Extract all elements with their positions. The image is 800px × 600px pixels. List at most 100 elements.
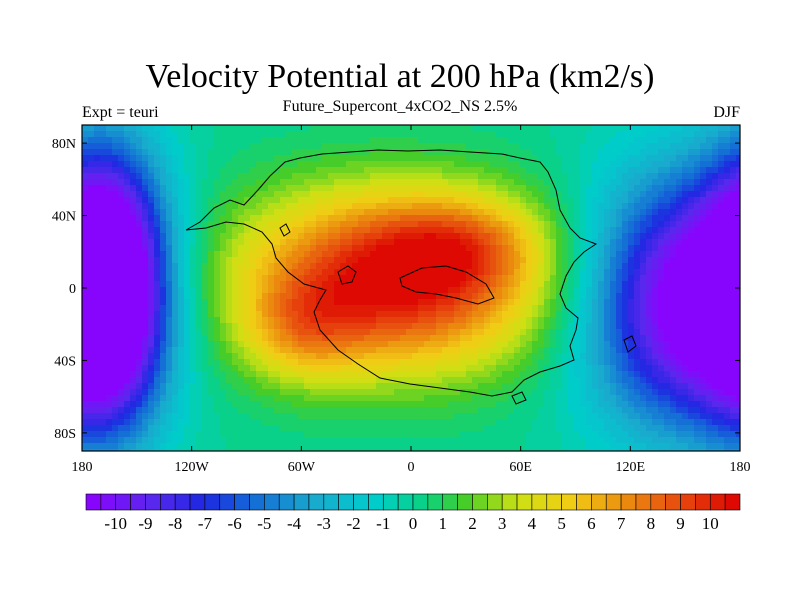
heatmap-cell xyxy=(316,209,323,216)
heatmap-cell xyxy=(322,365,329,372)
heatmap-cell xyxy=(310,239,317,246)
heatmap-cell xyxy=(340,329,347,336)
heatmap-cell xyxy=(580,209,587,216)
heatmap-cell xyxy=(142,215,149,222)
heatmap-cell xyxy=(688,359,695,366)
heatmap-cell xyxy=(508,149,515,156)
heatmap-cell xyxy=(730,383,737,390)
heatmap-cell xyxy=(490,275,497,282)
heatmap-cell xyxy=(490,383,497,390)
heatmap-cell xyxy=(334,275,341,282)
heatmap-cell xyxy=(94,299,101,306)
heatmap-cell xyxy=(340,245,347,252)
heatmap-cell xyxy=(196,371,203,378)
heatmap-cell xyxy=(550,173,557,180)
heatmap-cell xyxy=(214,287,221,294)
heatmap-cell xyxy=(460,149,467,156)
heatmap-cell xyxy=(682,173,689,180)
heatmap-cell xyxy=(202,155,209,162)
heatmap-cell xyxy=(682,371,689,378)
heatmap-cell xyxy=(142,251,149,258)
heatmap-cell xyxy=(256,197,263,204)
heatmap-cell xyxy=(130,395,137,402)
heatmap-cell xyxy=(130,185,137,192)
heatmap-cell xyxy=(436,245,443,252)
heatmap-cell xyxy=(292,257,299,264)
heatmap-cell xyxy=(478,389,485,396)
heatmap-cell xyxy=(712,335,719,342)
heatmap-cell xyxy=(190,395,197,402)
heatmap-cell xyxy=(154,383,161,390)
heatmap-cell xyxy=(490,185,497,192)
heatmap-cell xyxy=(484,131,491,138)
heatmap-cell xyxy=(544,179,551,186)
heatmap-cell xyxy=(232,185,239,192)
heatmap-cell xyxy=(466,371,473,378)
heatmap-cell xyxy=(280,353,287,360)
heatmap-cell xyxy=(250,359,257,366)
heatmap-cell xyxy=(202,311,209,318)
heatmap-cell xyxy=(502,347,509,354)
heatmap-cell xyxy=(568,359,575,366)
heatmap-cell xyxy=(562,371,569,378)
heatmap-cell xyxy=(112,347,119,354)
heatmap-cell xyxy=(256,161,263,168)
heatmap-cell xyxy=(508,317,515,324)
heatmap-cell xyxy=(196,167,203,174)
heatmap-cell xyxy=(604,233,611,240)
heatmap-cell xyxy=(400,125,407,132)
heatmap-cell xyxy=(340,383,347,390)
heatmap-cell xyxy=(718,323,725,330)
heatmap-cell xyxy=(328,359,335,366)
heatmap-cell xyxy=(292,395,299,402)
heatmap-cell xyxy=(118,149,125,156)
heatmap-cell xyxy=(208,179,215,186)
heatmap-cell xyxy=(262,353,269,360)
heatmap-cell xyxy=(232,287,239,294)
heatmap-cell xyxy=(628,191,635,198)
heatmap-cell xyxy=(406,305,413,312)
heatmap-cell xyxy=(448,377,455,384)
heatmap-cell xyxy=(130,143,137,150)
heatmap-cell xyxy=(166,197,173,204)
heatmap-cell xyxy=(598,203,605,210)
heatmap-cell xyxy=(406,335,413,342)
heatmap-cell xyxy=(208,215,215,222)
heatmap-cell xyxy=(178,227,185,234)
heatmap-cell xyxy=(610,323,617,330)
heatmap-cell xyxy=(226,263,233,270)
heatmap-cell xyxy=(346,257,353,264)
heatmap-cell xyxy=(232,233,239,240)
heatmap-cell xyxy=(418,287,425,294)
heatmap-cell xyxy=(586,317,593,324)
heatmap-cell xyxy=(298,359,305,366)
heatmap-cell xyxy=(214,245,221,252)
heatmap-cell xyxy=(310,263,317,270)
heatmap-cell xyxy=(220,221,227,228)
heatmap-cell xyxy=(592,377,599,384)
heatmap-cell xyxy=(436,353,443,360)
heatmap-cell xyxy=(466,155,473,162)
heatmap-cell xyxy=(652,329,659,336)
heatmap-cell xyxy=(106,263,113,270)
heatmap-cell xyxy=(268,179,275,186)
heatmap-cell xyxy=(220,233,227,240)
heatmap-cell xyxy=(358,389,365,396)
heatmap-cell xyxy=(676,161,683,168)
heatmap-cell xyxy=(142,203,149,210)
heatmap-cell xyxy=(166,185,173,192)
heatmap-cell xyxy=(238,137,245,144)
heatmap-cell xyxy=(550,371,557,378)
heatmap-cell xyxy=(304,221,311,228)
heatmap-cell xyxy=(418,365,425,372)
heatmap-cell xyxy=(712,215,719,222)
heatmap-cell xyxy=(130,317,137,324)
heatmap-cell xyxy=(496,263,503,270)
heatmap-cell xyxy=(184,383,191,390)
heatmap-cell xyxy=(466,263,473,270)
heatmap-cell xyxy=(496,179,503,186)
heatmap-cell xyxy=(148,377,155,384)
heatmap-cell xyxy=(226,221,233,228)
heatmap-cell xyxy=(532,203,539,210)
heatmap-cell xyxy=(574,263,581,270)
